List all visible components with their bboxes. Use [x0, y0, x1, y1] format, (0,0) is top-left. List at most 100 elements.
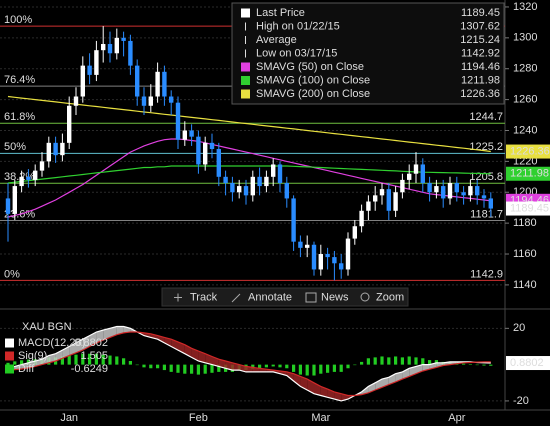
toolbar-button[interactable]: Track: [190, 291, 218, 303]
candle-body: [135, 65, 140, 97]
diff-bar: [489, 364, 493, 366]
candle-body: [39, 161, 45, 171]
y-tick-label: 1260: [513, 94, 537, 106]
candle-body: [311, 244, 317, 270]
legend-swatch: [241, 76, 250, 85]
diff-bar: [81, 353, 85, 365]
diff-bar: [319, 364, 323, 374]
diff-bar: [271, 364, 275, 367]
macd-fill: [14, 364, 22, 370]
diff-bar: [360, 361, 364, 365]
value-box-label: 1211.98: [510, 168, 549, 180]
diff-bar: [346, 364, 350, 369]
candle-body: [33, 170, 38, 180]
candle-body: [182, 130, 187, 140]
legend-label: Sig(9): [18, 350, 47, 362]
legend-value: 0.8802: [74, 337, 108, 349]
diff-bar: [101, 354, 105, 365]
ma-line: [7, 138, 491, 218]
toolbar-button[interactable]: Zoom: [376, 291, 404, 303]
legend-label: Low on 03/17/15: [256, 47, 337, 59]
legend-value: 1194.46: [461, 61, 500, 73]
diff-bar: [305, 364, 309, 376]
diff-bar: [326, 364, 330, 373]
toolbar-button[interactable]: Annotate: [248, 291, 292, 303]
legend-label: Last Price: [256, 7, 305, 19]
macd-fill: [150, 333, 158, 340]
legend-swatch: [5, 338, 14, 348]
candle-body: [291, 198, 296, 242]
candle-body: [352, 226, 357, 239]
diff-bar: [122, 358, 126, 365]
candle-body: [298, 241, 303, 248]
candle-body: [413, 164, 419, 174]
icon: [360, 292, 370, 302]
ma-line: [7, 95, 491, 153]
candle-body: [60, 142, 65, 156]
macd-fill: [96, 330, 104, 343]
candle-body: [393, 192, 398, 211]
diff-bar: [176, 364, 180, 373]
candle-body: [481, 195, 487, 199]
value-box-label: 0.8802: [510, 357, 544, 369]
toolbar-bg: [161, 287, 409, 307]
y-tick-label: 1300: [513, 32, 537, 44]
diff-bar: [407, 356, 411, 365]
macd-fill: [164, 337, 172, 347]
legend-value: 1189.45: [461, 7, 500, 19]
candle-body: [107, 44, 113, 54]
candle-body: [420, 164, 425, 183]
fib-value: 1181.7: [470, 208, 503, 220]
x-tick-label: Mar: [311, 412, 330, 424]
macd-fill: [116, 326, 124, 335]
candle-body: [189, 130, 194, 137]
diff-bar: [74, 354, 78, 365]
macd-fill: [307, 379, 314, 394]
icon: [305, 292, 317, 303]
candle-body: [339, 263, 344, 270]
candle-body: [73, 96, 79, 106]
candle-body: [53, 142, 58, 156]
candle-body: [454, 182, 459, 193]
diff-bar: [60, 356, 64, 365]
candle-body: [67, 105, 72, 143]
icon: [231, 293, 241, 303]
diff-bar: [366, 358, 370, 365]
y-tick-label: -20: [513, 395, 529, 407]
candle-body: [175, 102, 181, 140]
candle-body: [257, 176, 262, 187]
candle-body: [318, 254, 323, 270]
legend-label: MACD(12,26): [18, 337, 85, 349]
candle-body: [12, 186, 17, 214]
diff-bar: [156, 364, 160, 369]
fib-label: 100%: [4, 14, 32, 26]
macd-fill: [218, 359, 226, 369]
diff-bar: [400, 357, 404, 365]
candle-body: [373, 195, 378, 202]
candle-body: [366, 201, 371, 211]
y-tick-label: 20: [513, 322, 525, 334]
diff-bar: [462, 363, 466, 365]
diff-bar: [312, 364, 316, 376]
y-tick-label: 1280: [513, 63, 537, 75]
candle-body: [468, 186, 473, 196]
x-tick-label: Apr: [448, 412, 465, 424]
x-tick-label: Feb: [189, 412, 208, 424]
candle-body: [488, 198, 493, 209]
macd-fill: [293, 373, 301, 387]
candle-body: [203, 142, 208, 165]
macd-fill: [198, 351, 206, 363]
legend-swatch: [5, 364, 14, 374]
macd-fill: [48, 353, 56, 363]
diff-bar: [339, 364, 343, 372]
candle-body: [216, 149, 221, 177]
legend-label: SMAVG (200) on Close: [256, 88, 370, 100]
diff-bar: [210, 364, 214, 373]
diff-bar: [135, 364, 139, 366]
diff-bar: [162, 364, 166, 371]
macd-fill: [89, 332, 97, 347]
candle-body: [46, 142, 51, 162]
toolbar-button[interactable]: News: [321, 291, 349, 303]
candle-body: [461, 192, 466, 196]
legend-label: High on 01/22/15: [256, 20, 340, 32]
